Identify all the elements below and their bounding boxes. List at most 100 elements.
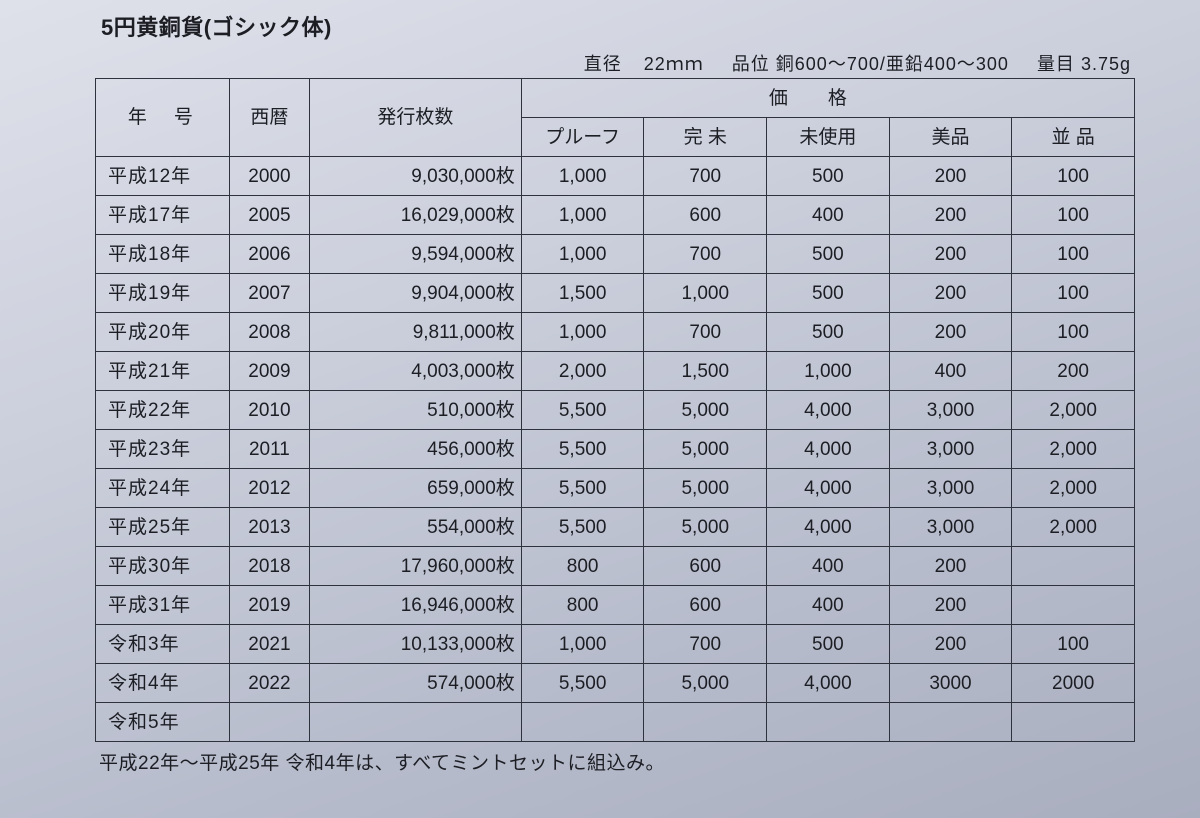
cell-p2: 1,000 bbox=[644, 274, 767, 313]
cell-p1: 800 bbox=[521, 547, 644, 586]
cell-mint bbox=[310, 703, 522, 742]
cell-era: 平成30年 bbox=[96, 547, 230, 586]
cell-p1: 1,500 bbox=[521, 274, 644, 313]
cell-p1: 1,000 bbox=[521, 235, 644, 274]
cell-year: 2022 bbox=[229, 664, 309, 703]
price-table: 年 号 西暦 発行枚数 価格 プルーフ 完 未 未使用 美品 並 品 平成12年… bbox=[95, 78, 1135, 742]
table-row: 平成30年201817,960,000枚800600400200 bbox=[96, 547, 1135, 586]
table-row: 平成19年20079,904,000枚1,5001,000500200100 bbox=[96, 274, 1135, 313]
cell-era: 令和4年 bbox=[96, 664, 230, 703]
cell-p4 bbox=[889, 703, 1012, 742]
cell-p1: 5,500 bbox=[521, 391, 644, 430]
table-body: 平成12年20009,030,000枚1,000700500200100平成17… bbox=[96, 157, 1135, 742]
cell-p5: 2,000 bbox=[1012, 508, 1135, 547]
cell-era: 令和3年 bbox=[96, 625, 230, 664]
cell-p1: 5,500 bbox=[521, 430, 644, 469]
cell-mint: 9,811,000枚 bbox=[310, 313, 522, 352]
cell-p2: 700 bbox=[644, 157, 767, 196]
cell-p3: 400 bbox=[767, 196, 890, 235]
cell-mint: 9,594,000枚 bbox=[310, 235, 522, 274]
cell-p2: 700 bbox=[644, 313, 767, 352]
cell-year: 2009 bbox=[229, 352, 309, 391]
cell-p2: 700 bbox=[644, 625, 767, 664]
cell-year: 2010 bbox=[229, 391, 309, 430]
cell-p4: 3,000 bbox=[889, 430, 1012, 469]
cell-era: 平成31年 bbox=[96, 586, 230, 625]
cell-p1: 5,500 bbox=[521, 469, 644, 508]
table-row: 平成25年2013554,000枚5,5005,0004,0003,0002,0… bbox=[96, 508, 1135, 547]
cell-p3: 4,000 bbox=[767, 664, 890, 703]
cell-year: 2012 bbox=[229, 469, 309, 508]
cell-p4: 200 bbox=[889, 313, 1012, 352]
spec-grade-label: 品位 bbox=[732, 54, 770, 74]
col-proof: プルーフ bbox=[521, 118, 644, 157]
col-average: 並 品 bbox=[1012, 118, 1135, 157]
cell-year: 2007 bbox=[229, 274, 309, 313]
cell-p5: 2,000 bbox=[1012, 391, 1135, 430]
cell-p2: 600 bbox=[644, 547, 767, 586]
cell-era: 平成19年 bbox=[96, 274, 230, 313]
cell-p5: 100 bbox=[1012, 313, 1135, 352]
table-row: 平成20年20089,811,000枚1,000700500200100 bbox=[96, 313, 1135, 352]
cell-p1: 5,500 bbox=[521, 664, 644, 703]
cell-p4: 200 bbox=[889, 196, 1012, 235]
table-row: 平成18年20069,594,000枚1,000700500200100 bbox=[96, 235, 1135, 274]
cell-p5: 200 bbox=[1012, 352, 1135, 391]
cell-p3: 400 bbox=[767, 586, 890, 625]
cell-p2: 5,000 bbox=[644, 508, 767, 547]
cell-p4: 200 bbox=[889, 625, 1012, 664]
cell-year: 2019 bbox=[229, 586, 309, 625]
cell-p5: 100 bbox=[1012, 235, 1135, 274]
cell-p4: 200 bbox=[889, 235, 1012, 274]
cell-p4: 400 bbox=[889, 352, 1012, 391]
cell-mint: 510,000枚 bbox=[310, 391, 522, 430]
cell-era: 平成20年 bbox=[96, 313, 230, 352]
cell-p3: 500 bbox=[767, 625, 890, 664]
cell-p3: 400 bbox=[767, 547, 890, 586]
cell-p1: 2,000 bbox=[521, 352, 644, 391]
table-row: 平成24年2012659,000枚5,5005,0004,0003,0002,0… bbox=[96, 469, 1135, 508]
cell-era: 平成22年 bbox=[96, 391, 230, 430]
cell-year: 2008 bbox=[229, 313, 309, 352]
cell-p2: 5,000 bbox=[644, 391, 767, 430]
cell-era: 平成17年 bbox=[96, 196, 230, 235]
cell-mint: 574,000枚 bbox=[310, 664, 522, 703]
col-mintage: 発行枚数 bbox=[310, 79, 522, 157]
cell-p3: 1,000 bbox=[767, 352, 890, 391]
cell-p5 bbox=[1012, 547, 1135, 586]
spec-weight-label: 量目 bbox=[1037, 54, 1075, 74]
cell-p1: 1,000 bbox=[521, 157, 644, 196]
cell-p2: 5,000 bbox=[644, 469, 767, 508]
footnote: 平成22年～平成25年 令和4年は、すべてミントセットに組込み。 bbox=[99, 748, 1135, 775]
cell-p5: 100 bbox=[1012, 274, 1135, 313]
cell-p1: 1,000 bbox=[521, 625, 644, 664]
cell-p3: 500 bbox=[767, 235, 890, 274]
cell-year: 2005 bbox=[229, 196, 309, 235]
cell-p3: 4,000 bbox=[767, 469, 890, 508]
cell-p4: 200 bbox=[889, 586, 1012, 625]
cell-p5: 2,000 bbox=[1012, 430, 1135, 469]
cell-year: 2018 bbox=[229, 547, 309, 586]
spec-diameter-value: 22ｍｍ bbox=[644, 54, 704, 74]
cell-mint: 9,030,000枚 bbox=[310, 157, 522, 196]
cell-mint: 659,000枚 bbox=[310, 469, 522, 508]
cell-p4: 3000 bbox=[889, 664, 1012, 703]
cell-p4: 200 bbox=[889, 547, 1012, 586]
cell-p2: 600 bbox=[644, 196, 767, 235]
table-row: 平成31年201916,946,000枚800600400200 bbox=[96, 586, 1135, 625]
cell-p3: 500 bbox=[767, 157, 890, 196]
cell-mint: 9,904,000枚 bbox=[310, 274, 522, 313]
coin-catalog-sheet: 5円黄銅貨(ゴシック体) 直径22ｍｍ 品位 銅600～700/亜鉛400～30… bbox=[95, 10, 1135, 775]
cell-p5: 100 bbox=[1012, 625, 1135, 664]
cell-mint: 10,133,000枚 bbox=[310, 625, 522, 664]
spec-grade-value: 銅600～700/亜鉛400～300 bbox=[776, 54, 1009, 74]
cell-p3 bbox=[767, 703, 890, 742]
cell-year: 2021 bbox=[229, 625, 309, 664]
cell-p5 bbox=[1012, 586, 1135, 625]
cell-p3: 4,000 bbox=[767, 508, 890, 547]
cell-year: 2006 bbox=[229, 235, 309, 274]
col-bu: 完 未 bbox=[644, 118, 767, 157]
cell-p2: 5,000 bbox=[644, 664, 767, 703]
cell-p3: 4,000 bbox=[767, 430, 890, 469]
cell-era: 平成25年 bbox=[96, 508, 230, 547]
